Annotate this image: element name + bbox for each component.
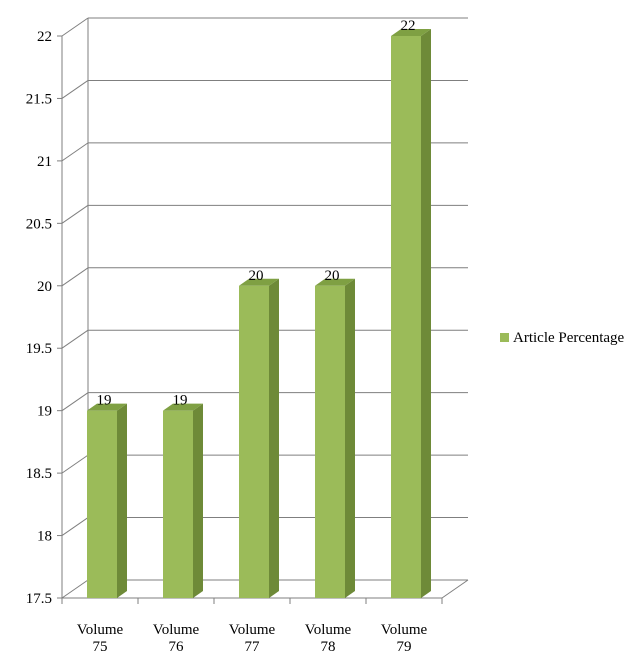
bar: [87, 403, 127, 598]
bar-front: [391, 36, 421, 598]
gridline-depth: [61, 329, 89, 349]
y-tick-label: 18: [37, 529, 52, 545]
floor-edge: [441, 579, 469, 599]
data-label: 19: [173, 393, 188, 409]
bar-front: [315, 285, 345, 598]
bar-side: [117, 403, 127, 598]
legend-swatch: [500, 333, 509, 342]
x-tick-label-line: Volume: [229, 622, 276, 638]
data-label: 19: [97, 393, 112, 409]
bar: [163, 403, 203, 598]
x-tick-label-line: 78: [321, 639, 336, 655]
bar-top: [315, 278, 355, 286]
y-tick-label: 19: [37, 404, 52, 420]
x-tick-label: Volume 79: [381, 622, 428, 655]
x-tick-label-line: 76: [169, 639, 185, 655]
y-tick-label: 20.5: [26, 216, 52, 232]
gridline-depth: [61, 392, 89, 412]
y-tick-label: 18.5: [26, 466, 52, 482]
data-label: 20: [249, 268, 264, 284]
x-tick-label: Volume 78: [305, 622, 352, 655]
data-label: 22: [401, 18, 416, 34]
data-label: 20: [325, 268, 340, 284]
bar: [391, 29, 431, 598]
gridline-depth: [61, 267, 89, 287]
bar-top: [87, 403, 127, 411]
gridline-depth: [61, 17, 89, 37]
bar-side: [193, 403, 203, 598]
x-tick-label-line: Volume: [77, 622, 124, 638]
x-tick-label-line: Volume: [381, 622, 428, 638]
bar-top: [163, 403, 203, 411]
bar-top: [391, 29, 431, 36]
bar: [315, 278, 355, 598]
y-tick-label: 20: [37, 279, 52, 295]
y-tick-label: 17.5: [26, 591, 52, 607]
y-tick-label: 21.5: [26, 91, 52, 107]
x-tick-label: Volume 77: [229, 622, 276, 655]
bars: [87, 29, 431, 598]
gridline-depth: [61, 517, 89, 536]
x-tick-label: Volume 76: [153, 622, 200, 655]
y-tick-label: 21: [37, 154, 52, 170]
x-tick-label-line: 77: [245, 639, 261, 655]
bar-front: [239, 285, 269, 598]
x-tick-label: Volume 75: [77, 622, 124, 655]
gridline-depth: [61, 204, 89, 224]
bar-front: [163, 410, 193, 598]
gridline-depth: [61, 80, 89, 99]
legend-label: Article Percentage: [513, 330, 625, 346]
bar-top: [239, 278, 279, 286]
bar-side: [345, 278, 355, 598]
gridline-depth: [61, 454, 89, 474]
bar-side: [269, 278, 279, 598]
bar-front: [87, 410, 117, 598]
y-tick-label: 22: [37, 29, 52, 45]
gridline-depth: [61, 579, 89, 599]
bar-side: [421, 29, 431, 598]
x-tick-label-line: Volume: [153, 622, 200, 638]
x-tick-label-line: 79: [397, 639, 412, 655]
y-tick-label: 19.5: [26, 341, 52, 357]
x-tick-label-line: 75: [93, 639, 108, 655]
gridline-depth: [61, 142, 89, 162]
x-tick-label-line: Volume: [305, 622, 352, 638]
legend: Article Percentage: [500, 330, 625, 346]
bar: [239, 278, 279, 598]
